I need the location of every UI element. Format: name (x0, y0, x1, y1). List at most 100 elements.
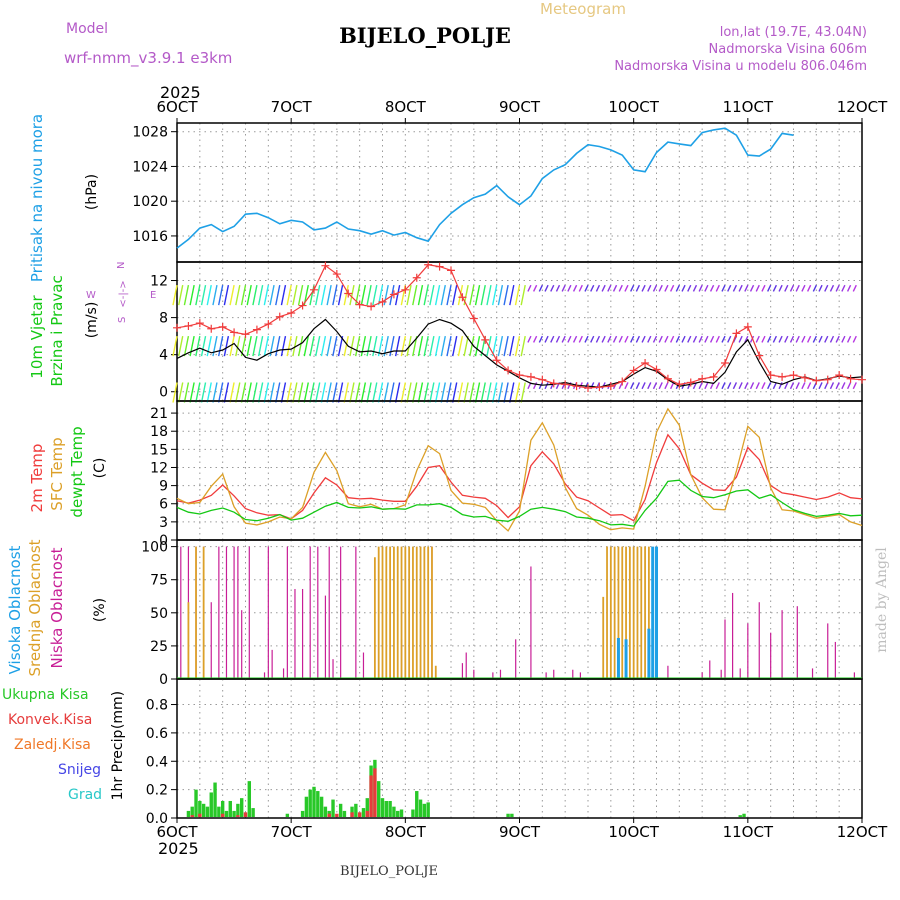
wind-barb (275, 285, 281, 306)
wind-barb (772, 382, 778, 390)
wind-barb (440, 335, 446, 357)
wind-barb (252, 335, 258, 357)
wind-barb (217, 285, 224, 306)
wind-barb (337, 285, 344, 306)
wind-dir-north: N (116, 262, 127, 269)
wind-dir-arrow: <-|-> (118, 280, 129, 307)
wind-barb (601, 284, 606, 292)
wind-barb (784, 284, 789, 292)
wind-barb (434, 335, 441, 357)
gust-marker (195, 319, 204, 328)
wind-barb (612, 284, 618, 292)
total-rain-bar (236, 803, 240, 817)
wind-barb (349, 382, 355, 403)
wind-barb (372, 382, 378, 403)
total-rain-bar (251, 808, 255, 817)
total-rain-bar (426, 802, 430, 817)
wind-barb (709, 335, 715, 343)
wind-barb (584, 335, 589, 343)
wind-barb (360, 285, 367, 306)
wind-barb (280, 335, 287, 357)
wind-barb (200, 382, 207, 403)
wind-barb (744, 335, 749, 343)
wind-barb (269, 382, 275, 403)
wind-barb (257, 285, 264, 306)
wind-barb (394, 335, 401, 357)
wind-barb (601, 335, 606, 343)
wind-dir-south: S (117, 317, 128, 323)
wind-barb (434, 382, 441, 403)
gust-marker (629, 366, 638, 375)
time-label-top: 10OCT (608, 98, 659, 116)
wind-barb (761, 284, 766, 292)
wind-barb (417, 285, 424, 306)
wind-barb (755, 382, 760, 390)
wind-barb (183, 285, 190, 306)
wind-barb (286, 335, 292, 357)
wind-barb (744, 284, 749, 292)
wind-barb (698, 382, 703, 390)
wind-barb (417, 382, 424, 403)
wind-barb (303, 382, 309, 403)
altitude-label: Nadmorska Visina 606m (709, 42, 868, 57)
wind-barb (544, 335, 549, 343)
time-axis: 6OCT 6OCT 7OCT 7OCT 8OCT 8OCT 9OCT 9OCT 10OCT 10O… (157, 98, 889, 841)
gust-marker (835, 371, 844, 380)
wind-barb (544, 382, 549, 390)
pressure-unit: (hPa) (84, 174, 100, 210)
total-rain-bar (304, 796, 309, 817)
gust-marker (858, 375, 866, 384)
temp-title-sfc: SFC Temp (48, 437, 66, 510)
y-tick-label: 0 (159, 385, 168, 401)
wind-barb (744, 382, 749, 390)
wind-barb (377, 382, 384, 403)
gust-marker (401, 285, 410, 294)
wind-barb (778, 284, 783, 292)
wind-barb (675, 284, 680, 292)
wind-gust-line (176, 264, 863, 389)
wind-barb (486, 382, 492, 403)
wind-barb (624, 382, 629, 390)
time-label-top: 11OCT (723, 98, 774, 116)
wind-barb (474, 285, 481, 306)
convective-rain-bar (198, 813, 202, 817)
wind-barb (423, 285, 429, 306)
wind-barb (704, 284, 709, 292)
gust-marker (800, 373, 809, 382)
gust-marker (207, 324, 216, 333)
wind-barb (315, 285, 321, 306)
gust-marker (218, 322, 227, 331)
time-label-bottom: 8OCT (385, 823, 427, 841)
total-rain-bar (201, 803, 206, 817)
wind-barb (789, 284, 795, 292)
wind-barb (372, 285, 378, 306)
wind-barb (366, 285, 372, 306)
y-tick-label: 0.0 (146, 811, 168, 827)
total-rain-bar (224, 810, 229, 817)
time-label-top: 8OCT (385, 98, 427, 116)
y-tick-label: 1016 (132, 229, 168, 245)
wind-barb (852, 335, 857, 343)
wind-barb (212, 382, 218, 403)
total-rain-bar (319, 796, 324, 817)
wind-barb (229, 335, 235, 357)
total-rain-bar (365, 798, 369, 817)
wind-barb (772, 284, 778, 292)
wind-barb (784, 382, 789, 390)
wind-barb (607, 335, 612, 343)
wind-barb (721, 335, 726, 343)
wind-barb (658, 335, 663, 343)
gust-marker (778, 372, 787, 381)
wind-barb (263, 382, 270, 403)
wind-barb (795, 284, 800, 292)
precip-legend-snow: Snijeg (58, 762, 101, 778)
wind-barb (429, 335, 435, 357)
wind-barb (630, 382, 635, 390)
time-label-top: 7OCT (271, 98, 313, 116)
wind-barb (446, 335, 452, 357)
gust-marker (721, 359, 729, 368)
wind-barb (578, 335, 583, 343)
wind-barb (681, 335, 686, 343)
wind-barb (292, 285, 298, 306)
wind-barb (480, 285, 486, 306)
